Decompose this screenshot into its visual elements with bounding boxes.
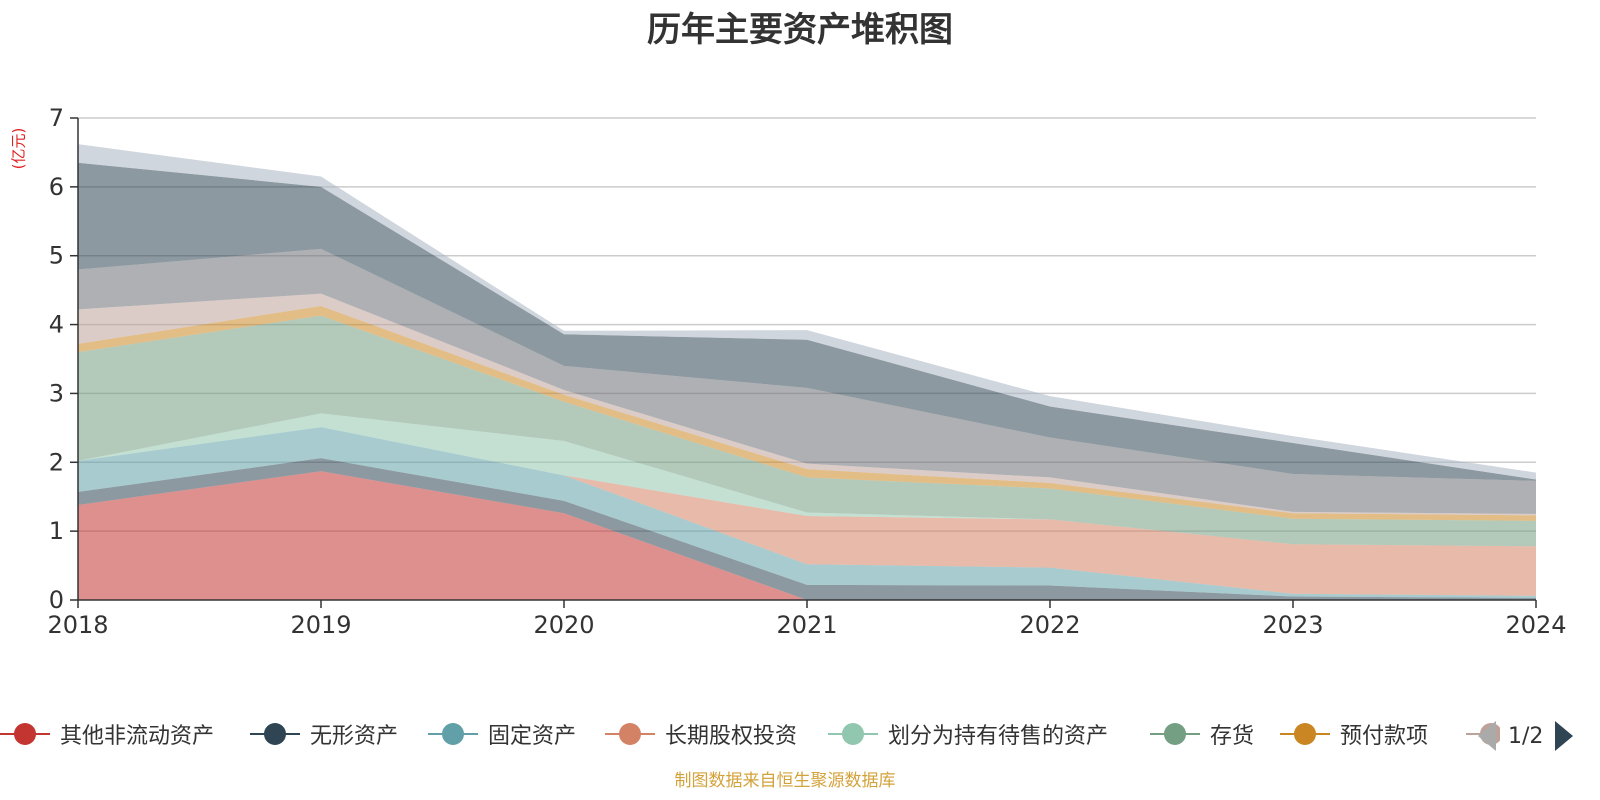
legend-item[interactable]: 固定资产 — [428, 714, 576, 754]
legend-marker-icon — [428, 719, 478, 749]
chart-title: 历年主要资产堆积图 — [647, 10, 953, 50]
x-tick-label: 2020 — [533, 611, 594, 639]
legend-label: 存货 — [1210, 724, 1255, 749]
y-tick-label: 1 — [49, 517, 64, 545]
legend-marker-icon — [1280, 719, 1330, 749]
legend-marker-icon — [250, 719, 300, 749]
y-tick-label: 5 — [49, 242, 64, 270]
y-tick-label: 3 — [49, 379, 64, 407]
legend-item[interactable]: 存货 — [1150, 714, 1254, 754]
area-series-7 — [78, 305, 1536, 521]
legend-label: 固定资产 — [488, 724, 577, 749]
area-series — [78, 144, 1536, 600]
y-tick-label: 4 — [49, 311, 64, 339]
legend-label: 划分为持有待售的资产 — [888, 724, 1109, 749]
legend-item[interactable]: 长期股权投资 — [605, 714, 797, 754]
chart-legend: 其他非流动资产 无形资产 固定资产 长期股权投资 划分为持有待售的资产 存货 预付款项 — [0, 714, 1500, 754]
area-series-8 — [78, 293, 1536, 516]
legend-label: 其他非流动资产 — [60, 724, 215, 749]
x-tick-label: 2018 — [47, 611, 108, 639]
legend-marker-icon — [0, 719, 50, 749]
area-series-10 — [78, 162, 1536, 481]
x-tick-label: 2021 — [776, 611, 837, 639]
area-series-2 — [78, 458, 1536, 600]
data-source-note: 制图数据来自恒生聚源数据库 — [674, 771, 896, 791]
area-series-6 — [78, 315, 1536, 547]
legend-pager: 1/2 — [1478, 718, 1574, 754]
legend-item[interactable]: 预付款项 — [1280, 714, 1428, 754]
legend-page-indicator: 1/2 — [1508, 723, 1544, 749]
x-tick-label: 2024 — [1505, 611, 1566, 639]
area-series-9 — [78, 248, 1536, 514]
area-series-1 — [78, 471, 1536, 600]
legend-marker-icon — [828, 719, 878, 749]
x-tick-label: 2022 — [1019, 611, 1080, 639]
y-tick-label: 0 — [49, 586, 64, 614]
x-tick-label: 2023 — [1262, 611, 1323, 639]
axes: 0 1 2 3 4 5 6 7 2018 2019 2020 2021 2022 2023 2024 — [47, 104, 1566, 639]
area-series-3 — [78, 427, 1536, 598]
legend-next-page-icon[interactable] — [1555, 721, 1574, 751]
legend-item[interactable]: 其他非流动资产 — [0, 714, 214, 754]
area-series-4 — [78, 427, 1536, 596]
legend-item[interactable]: 无形资产 — [250, 714, 398, 754]
y-tick-label: 6 — [49, 173, 64, 201]
legend-label: 预付款项 — [1340, 724, 1429, 749]
x-tick-label: 2019 — [290, 611, 351, 639]
legend-item[interactable]: 划分为持有待售的资产 — [828, 714, 1108, 754]
y-tick-label: 7 — [49, 104, 64, 132]
legend-label: 无形资产 — [310, 724, 399, 749]
legend-prev-page-icon[interactable] — [1478, 721, 1496, 751]
area-series-5 — [78, 413, 1536, 547]
y-tick-label: 2 — [49, 448, 64, 476]
legend-marker-icon — [1150, 719, 1200, 749]
legend-marker-icon — [605, 719, 655, 749]
legend-label: 长期股权投资 — [665, 724, 798, 749]
